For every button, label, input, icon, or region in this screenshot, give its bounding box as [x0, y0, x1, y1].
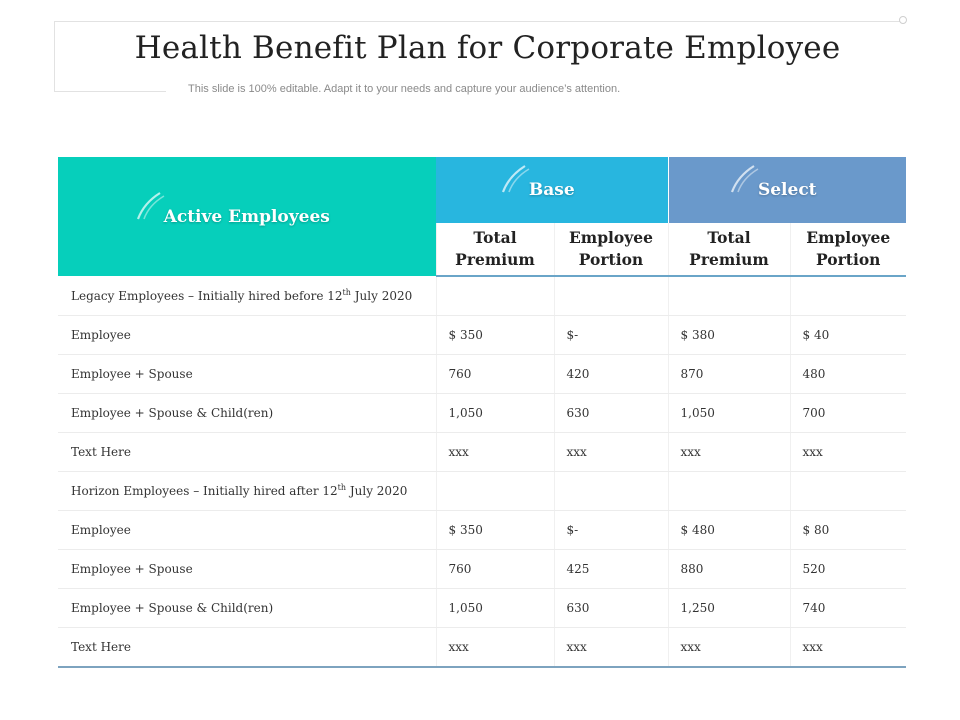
section-row-legacy: Legacy Employees – Initially hired befor…	[58, 276, 907, 316]
table-row: Employee + Spouse 760 420 870 480	[58, 354, 907, 394]
cell-value: xxx	[553, 432, 668, 472]
cell-value: 630	[553, 393, 668, 433]
cell-value: 425	[553, 549, 668, 589]
frame-corner-dot	[899, 16, 907, 24]
row-label: Employee + Spouse & Child(ren)	[58, 588, 436, 628]
cell-value: 880	[667, 549, 790, 589]
cell-value: xxx	[667, 432, 790, 472]
table-row: Employee + Spouse & Child(ren) 1,050 630…	[58, 393, 907, 433]
cell-value: $ 350	[435, 510, 554, 550]
section-title: Horizon Employees – Initially hired afte…	[58, 471, 436, 511]
cell-value: $ 380	[667, 315, 790, 355]
subheader-select-total-premium: Total Premium	[667, 223, 790, 277]
cell-value: 760	[435, 354, 554, 394]
title-frame-top	[54, 21, 902, 22]
swoosh-icon	[136, 191, 165, 219]
title-frame-bottom	[54, 91, 166, 92]
cell-value: 420	[553, 354, 668, 394]
header-select-label: Select	[757, 180, 817, 200]
cell-value: $-	[553, 510, 668, 550]
table-row: Employee $ 350 $- $ 480 $ 80	[58, 510, 907, 550]
cell-value: xxx	[667, 627, 790, 668]
row-label: Text Here	[58, 432, 436, 472]
cell-value: 760	[435, 549, 554, 589]
section-row-horizon: Horizon Employees – Initially hired afte…	[58, 471, 907, 511]
cell-value: 1,250	[667, 588, 790, 628]
table-row: Text Here xxx xxx xxx xxx	[58, 627, 907, 668]
row-label: Employee + Spouse & Child(ren)	[58, 393, 436, 433]
cell-value: 700	[789, 393, 907, 433]
cell-value: $ 480	[667, 510, 790, 550]
header-select: Select	[668, 157, 907, 223]
cell-value: 630	[553, 588, 668, 628]
cell-value: xxx	[789, 627, 907, 668]
cell-value: $ 40	[789, 315, 907, 355]
slide-title: Health Benefit Plan for Corporate Employ…	[134, 30, 841, 66]
cell-value: 480	[789, 354, 907, 394]
cell-value: $ 350	[435, 315, 554, 355]
subheader-base-employee-portion: Employee Portion	[553, 223, 668, 277]
subheader-base-total-premium: Total Premium	[435, 223, 554, 277]
header-base-label: Base	[528, 180, 575, 200]
cell-value: 870	[667, 354, 790, 394]
row-label: Employee + Spouse	[58, 549, 436, 589]
row-label: Employee	[58, 315, 436, 355]
cell-value: 740	[789, 588, 907, 628]
cell-value: xxx	[435, 627, 554, 668]
table-row: Employee + Spouse 760 425 880 520	[58, 549, 907, 589]
cell-value: xxx	[553, 627, 668, 668]
cell-value: xxx	[435, 432, 554, 472]
cell-value: 1,050	[435, 588, 554, 628]
cell-value: $-	[553, 315, 668, 355]
cell-value: xxx	[789, 432, 907, 472]
header-active-label: Active Employees	[163, 206, 330, 227]
cell-value: 520	[789, 549, 907, 589]
cell-value: 1,050	[667, 393, 790, 433]
benefit-plan-table: Active Employees Base	[58, 157, 907, 668]
header-active-employees: Active Employees	[58, 157, 436, 276]
row-label: Employee + Spouse	[58, 354, 436, 394]
cell-value: 1,050	[435, 393, 554, 433]
row-label: Text Here	[58, 627, 436, 668]
subheader-select-employee-portion: Employee Portion	[789, 223, 907, 277]
table-row: Employee + Spouse & Child(ren) 1,050 630…	[58, 588, 907, 628]
table-row: Employee $ 350 $- $ 380 $ 40	[58, 315, 907, 355]
table-row: Text Here xxx xxx xxx xxx	[58, 432, 907, 472]
swoosh-icon	[730, 165, 759, 193]
cell-value: $ 80	[789, 510, 907, 550]
slide-subtitle: This slide is 100% editable. Adapt it to…	[188, 83, 621, 95]
header-base: Base	[436, 157, 669, 223]
row-label: Employee	[58, 510, 436, 550]
swoosh-icon	[501, 165, 530, 193]
title-frame-left	[54, 21, 55, 91]
section-title: Legacy Employees – Initially hired befor…	[58, 276, 436, 316]
